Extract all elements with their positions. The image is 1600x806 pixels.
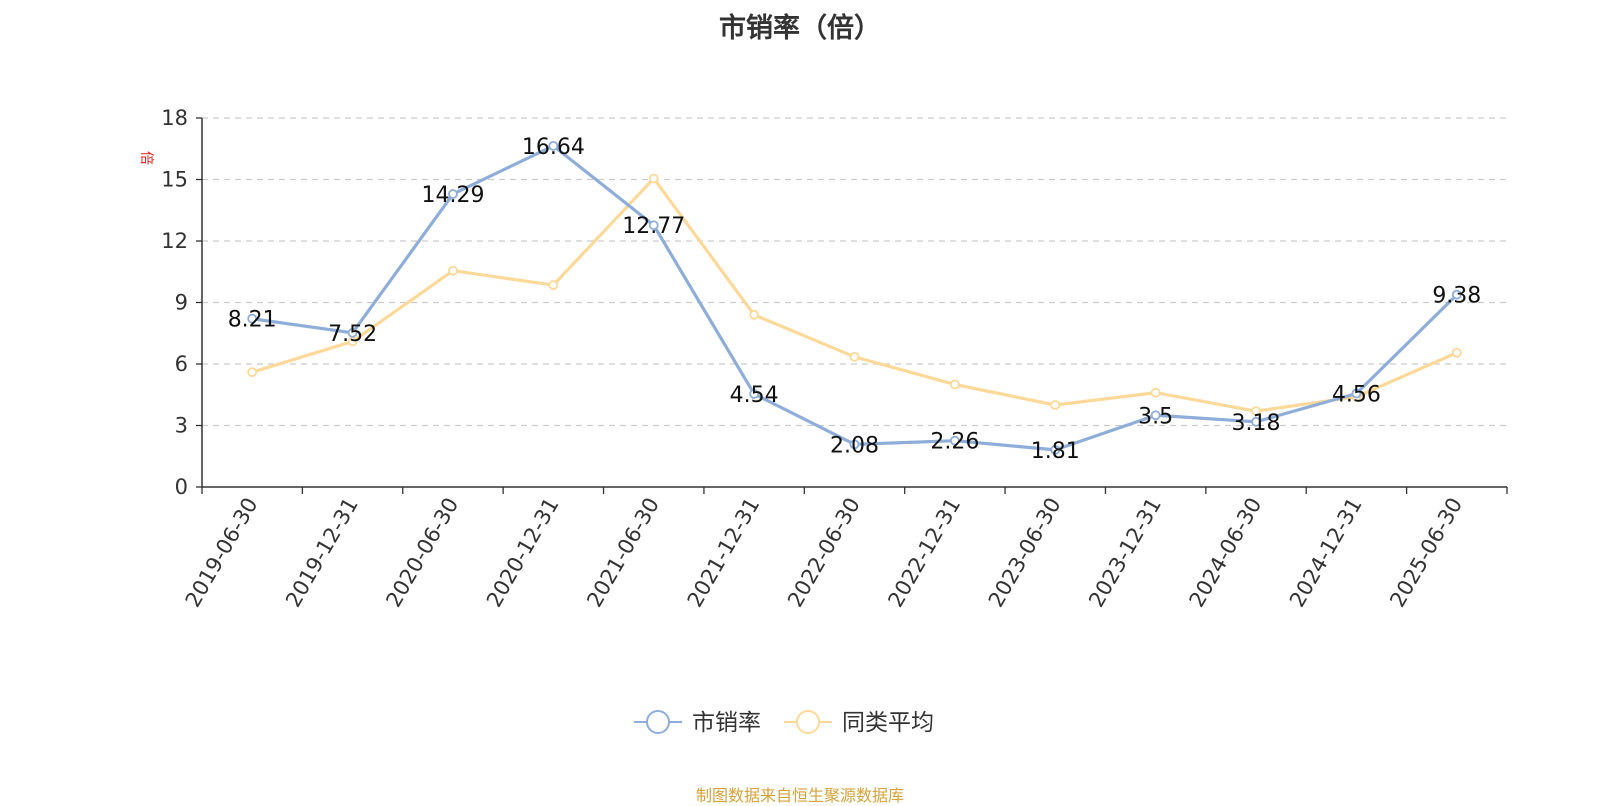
data-point-main	[749, 389, 760, 399]
x-tick-label: 2019-12-31	[281, 494, 363, 612]
legend: 市销率 同类平均	[634, 710, 934, 736]
x-tick-label: 2021-06-30	[582, 494, 664, 612]
x-tick-label: 2021-12-31	[683, 494, 765, 612]
data-point-average	[749, 309, 760, 320]
data-label: 3.18	[1232, 411, 1281, 436]
data-label: 1.81	[1031, 439, 1080, 464]
y-tick-label: 15	[161, 168, 188, 192]
data-point-average	[1451, 347, 1462, 358]
grid-lines	[202, 117, 1507, 427]
legend-marker	[646, 710, 670, 734]
y-tick-label: 18	[161, 106, 188, 130]
x-tick-label: 2020-12-31	[482, 494, 564, 612]
data-label: 16.64	[522, 135, 585, 160]
x-tick-label: 2024-06-30	[1185, 494, 1267, 612]
legend-item-average[interactable]: 同类平均	[784, 710, 934, 736]
data-label: 14.29	[421, 183, 484, 208]
data-point-main	[347, 327, 358, 338]
chart-title: 市销率（倍）	[719, 13, 881, 44]
data-point-average	[1050, 400, 1061, 410]
source-note: 制图数据来自恒生聚源数据库	[695, 786, 904, 805]
data-point-main	[1050, 444, 1061, 455]
x-tick-label: 2020-06-30	[381, 494, 463, 612]
y-tick-label: 12	[161, 229, 188, 253]
x-tick-label: 2019-06-30	[181, 494, 263, 612]
data-point-average	[648, 173, 659, 184]
x-tick-label: 2022-06-30	[783, 494, 865, 612]
data-label: 4.54	[730, 383, 779, 408]
y-tick-label: 3	[175, 414, 188, 438]
data-point-average	[849, 351, 860, 362]
data-label: 7.52	[328, 322, 377, 347]
y-tick-label: 9	[175, 291, 188, 315]
x-tick-label: 2023-06-30	[984, 494, 1066, 612]
y-tick-label: 6	[175, 352, 188, 376]
data-point-main	[548, 140, 559, 151]
data-point-average	[548, 280, 559, 290]
data-point-average	[1150, 387, 1161, 398]
data-point-average	[949, 379, 960, 390]
data-label: 9.38	[1432, 284, 1481, 309]
data-point-main	[1150, 410, 1161, 421]
data-point-main	[648, 220, 659, 231]
y-axis-unit: 倍	[138, 151, 154, 165]
data-label: 2.26	[930, 430, 979, 455]
legend-label: 同类平均	[842, 710, 934, 736]
data-point-main	[1451, 289, 1462, 300]
data-labels: 8.21 7.52 14.29 16.64 12.77 4.54 2.08 2.26 1.81 3…	[228, 135, 1482, 464]
data-label: 4.56	[1332, 383, 1381, 408]
x-tick-label: 2022-12-31	[883, 494, 965, 612]
data-point-main	[1351, 388, 1362, 399]
x-tick-label: 2023-12-31	[1084, 494, 1166, 612]
data-points	[247, 140, 1462, 455]
data-point-main	[1251, 416, 1261, 427]
series-line-average	[251, 176, 1458, 413]
data-point-main	[949, 435, 960, 446]
data-point-main	[247, 313, 258, 324]
data-point-average	[448, 265, 458, 276]
x-tick-label: 2025-06-30	[1385, 494, 1467, 612]
legend-marker	[796, 710, 820, 734]
x-tick-label: 2024-12-31	[1285, 494, 1367, 612]
legend-label: 市销率	[692, 710, 761, 736]
data-label: 2.08	[830, 433, 879, 458]
y-tick-label: 0	[175, 475, 188, 499]
data-label: 12.77	[622, 214, 685, 239]
data-point-average	[1251, 406, 1261, 417]
axes: 0 3 6 9 12 15 18 倍 2019-06-30 2019-12-31 2020-06-3…	[138, 106, 1508, 612]
data-point-average	[247, 367, 258, 378]
legend-item-main[interactable]: 市销率	[634, 710, 761, 736]
data-label: 3.5	[1138, 404, 1173, 429]
data-point-main	[448, 189, 458, 199]
data-label: 8.21	[228, 308, 277, 333]
data-point-main	[849, 439, 860, 450]
